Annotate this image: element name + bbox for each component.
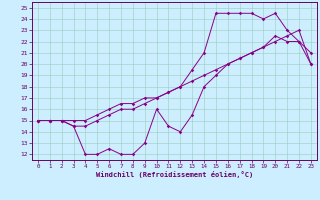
X-axis label: Windchill (Refroidissement éolien,°C): Windchill (Refroidissement éolien,°C) <box>96 171 253 178</box>
